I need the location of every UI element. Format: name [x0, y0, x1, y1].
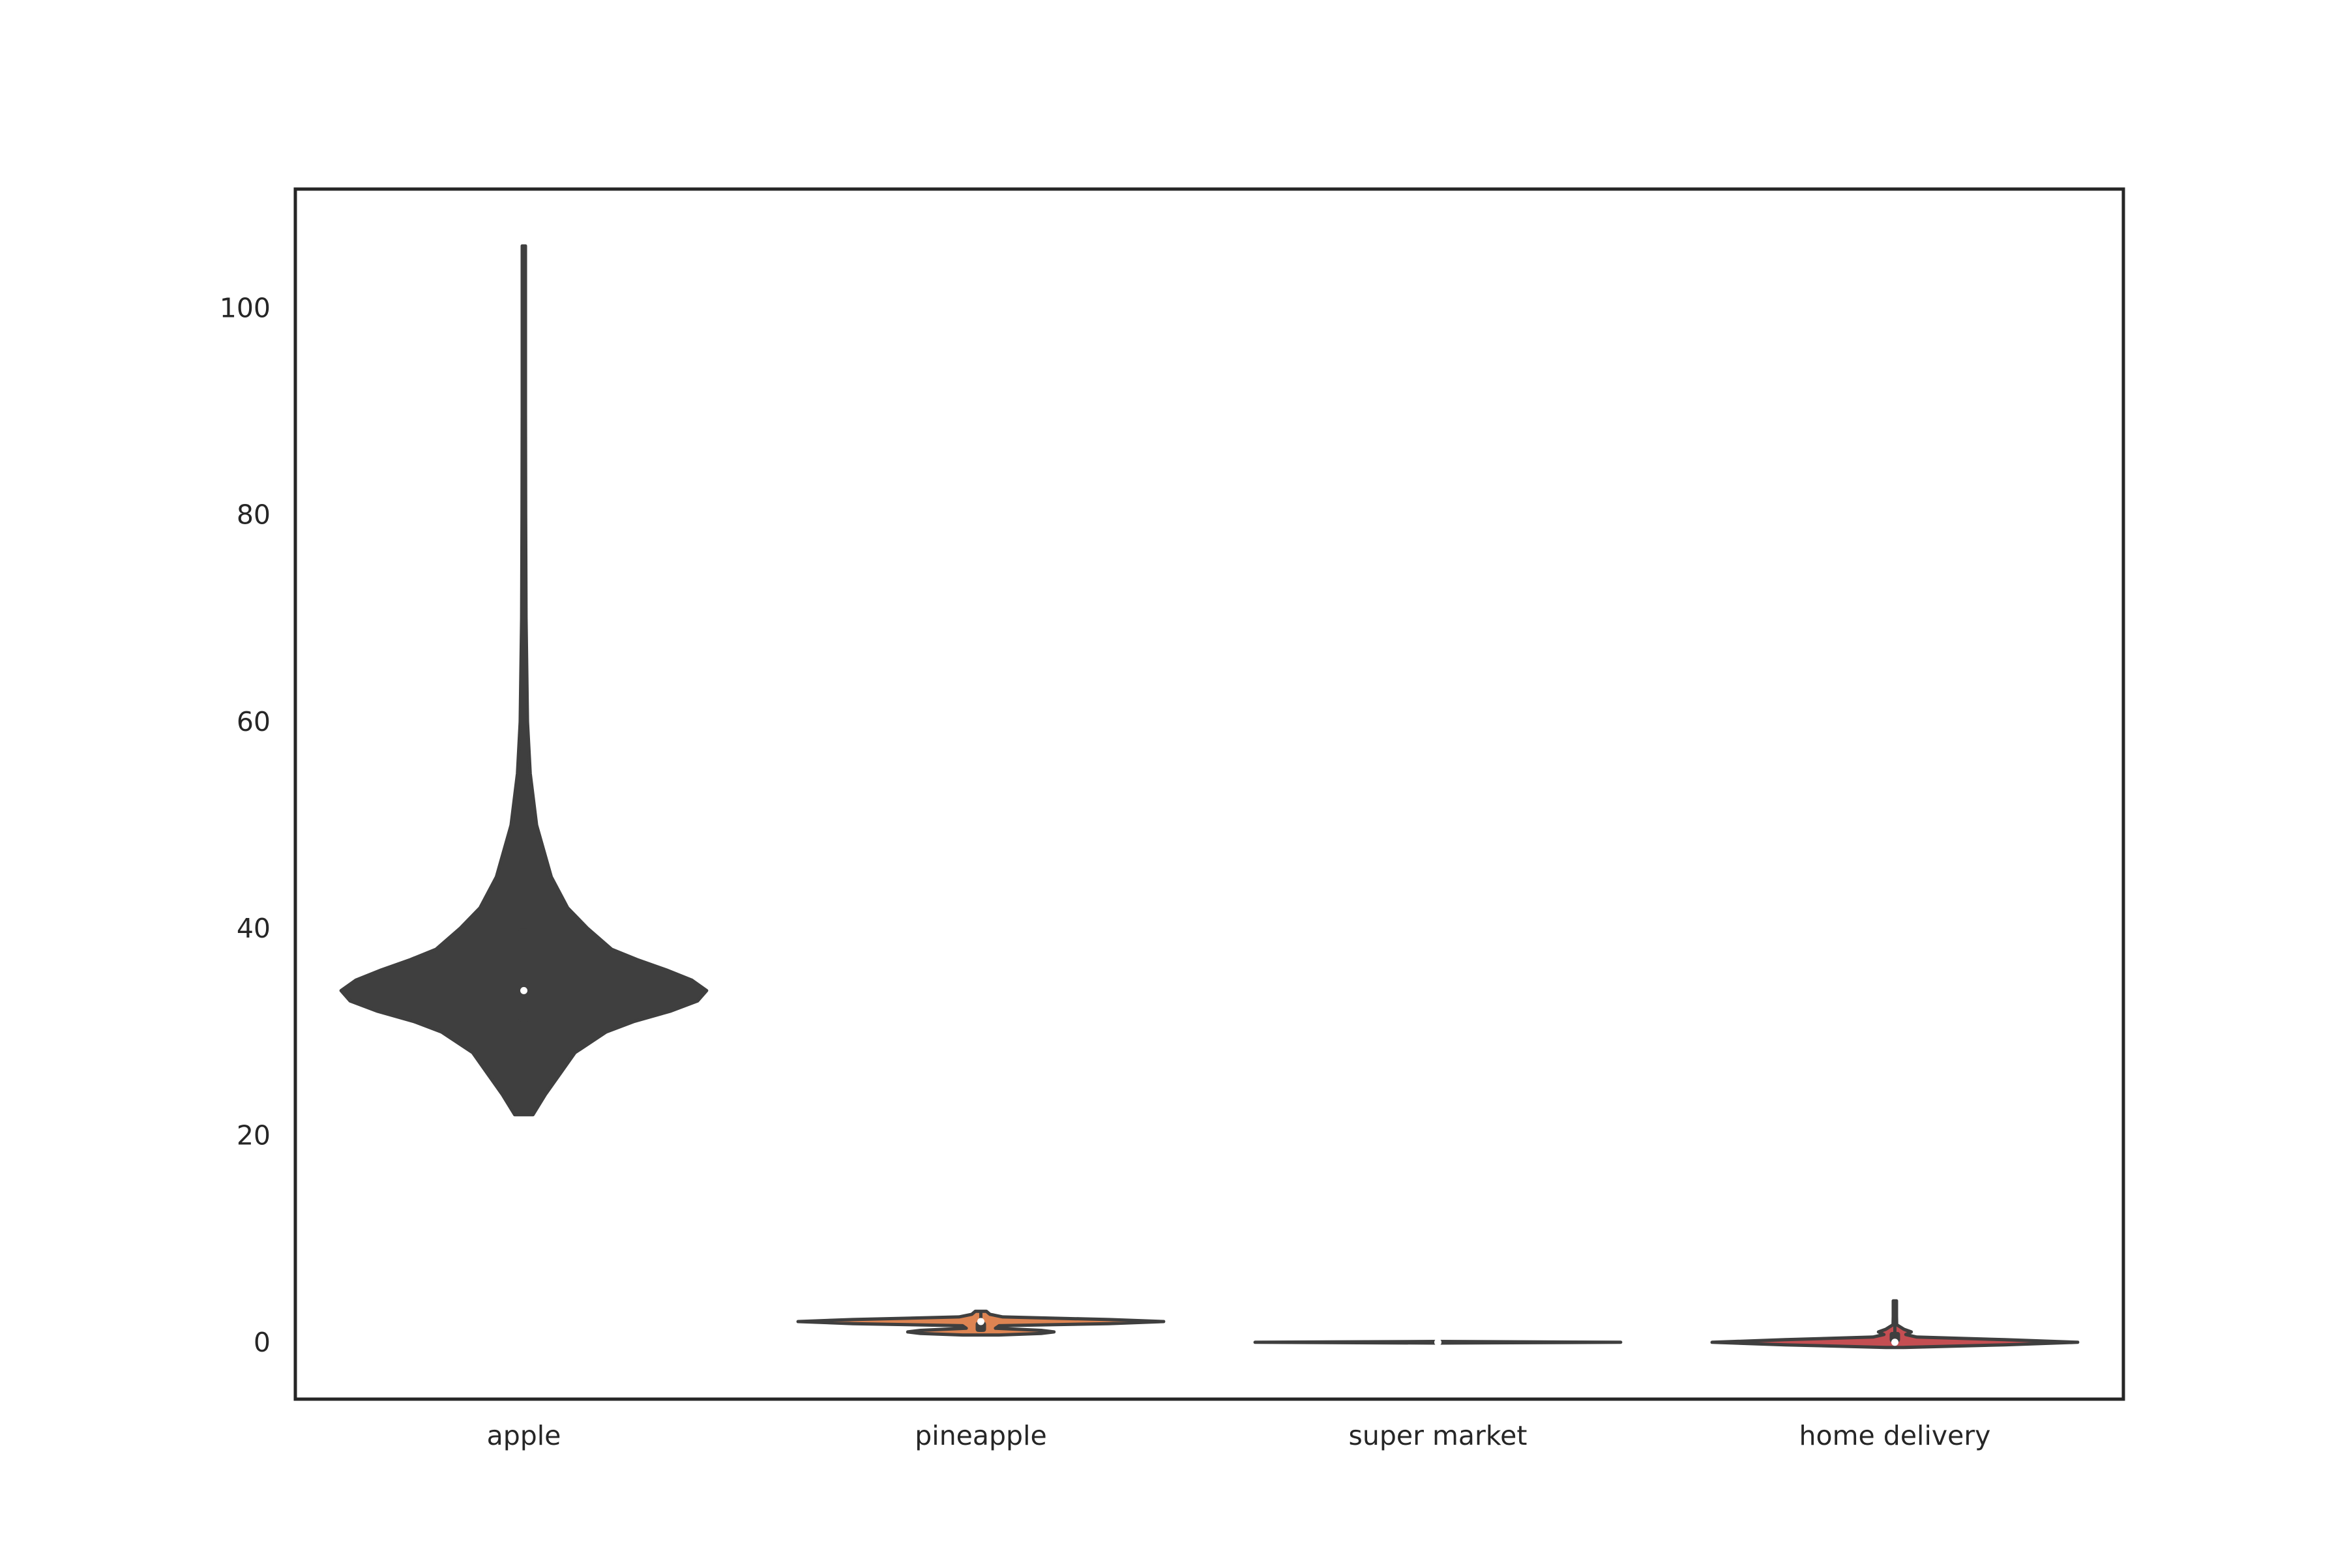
- x-tick-label: home delivery: [1799, 1420, 1991, 1451]
- violin-median: [520, 986, 527, 994]
- violin-2: [796, 1309, 1166, 1337]
- plot-frame: [293, 187, 2125, 1401]
- violin-iqr-box: [1889, 1331, 1900, 1342]
- x-tick-label: apple: [487, 1420, 561, 1451]
- violin-median: [1434, 1339, 1441, 1346]
- x-tick-label: pineapple: [915, 1420, 1046, 1451]
- y-tick-label: 20: [237, 1119, 271, 1151]
- violin-3: [1253, 1339, 1623, 1346]
- violin-1: [339, 244, 709, 1117]
- y-tick-label: 0: [254, 1327, 271, 1358]
- violin-median: [1891, 1339, 1898, 1346]
- y-tick-label: 60: [237, 706, 271, 737]
- y-tick-label: 80: [237, 499, 271, 531]
- violin-4: [1710, 1299, 2080, 1350]
- x-tick-label: super market: [1349, 1420, 1528, 1451]
- y-tick-label: 40: [237, 913, 271, 944]
- violin-iqr-box: [518, 928, 529, 1022]
- violin-median: [977, 1318, 984, 1325]
- violin-iqr-box: [975, 1322, 986, 1332]
- y-tick-label: 100: [220, 292, 271, 323]
